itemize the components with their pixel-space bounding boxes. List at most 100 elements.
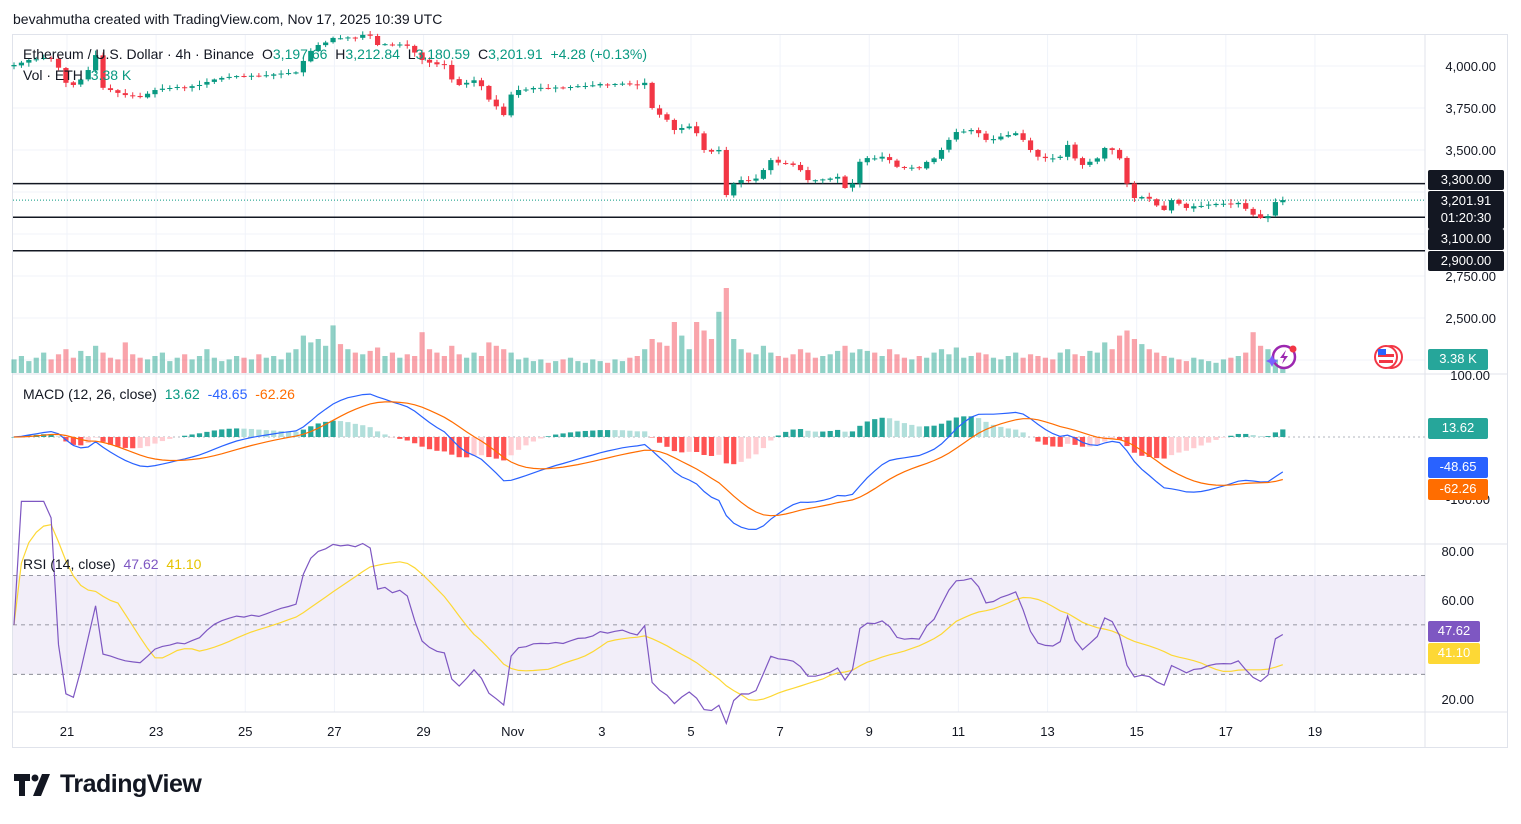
candle-body (41, 57, 47, 59)
candle-body (464, 82, 470, 85)
symbol-title[interactable]: Ethereum / U.S. Dollar · 4h · Binance (23, 46, 255, 62)
candle-body (167, 88, 173, 90)
volume-bar (1065, 349, 1071, 373)
volume-bar (70, 357, 76, 373)
macd-histogram-bar (130, 437, 136, 449)
candle-body (775, 159, 781, 163)
candle-body (389, 44, 396, 46)
candle-body (63, 68, 69, 83)
macd-histogram-bar (464, 437, 470, 458)
macd-histogram-bar (582, 430, 588, 437)
us-economic-events-icon[interactable] (1374, 345, 1403, 369)
high-value: 3,212.84 (345, 46, 400, 62)
macd-histogram-bar (434, 437, 440, 451)
volume-bar (219, 361, 225, 373)
volume-bar (100, 352, 106, 373)
candle-body (716, 150, 722, 152)
candle-body (352, 37, 358, 39)
candle-body (1257, 214, 1264, 219)
volume-bar (805, 352, 811, 373)
macd-title[interactable]: MACD (12, 26, close) (23, 386, 157, 402)
candle-body (864, 158, 870, 163)
volume-bar (464, 357, 470, 373)
macd-histogram-bar (107, 437, 114, 445)
volume-bar (360, 354, 366, 373)
macd-histogram-bar (48, 434, 54, 437)
candle-body (1154, 199, 1160, 206)
rsi-line (13, 500, 1284, 726)
macd-axis-label: 100.00 (1450, 368, 1490, 383)
volume-bar (1131, 339, 1138, 373)
volume-bar (812, 357, 818, 373)
macd-histogram-bar (575, 431, 581, 437)
volume-bar (11, 359, 17, 373)
volume-bar (107, 357, 114, 373)
macd-histogram-bar (226, 428, 232, 437)
volume-bar (738, 349, 744, 373)
volume-bar (1250, 332, 1256, 373)
candle-body (953, 132, 959, 140)
volume-bar (694, 322, 700, 373)
volume-bar (886, 349, 893, 373)
candle-body (1013, 133, 1019, 136)
macd-histogram-bar (560, 433, 566, 437)
macd-line-badge (1428, 457, 1488, 478)
candle-body (248, 75, 255, 77)
candle-body (330, 37, 336, 43)
macd-histogram-bar (656, 437, 663, 443)
macd-histogram-bar (419, 437, 425, 447)
macd-histogram-bar (1116, 437, 1123, 440)
candle-body (241, 75, 247, 77)
macd-histogram-bar (1265, 436, 1271, 437)
time-axis-label: 21 (60, 724, 74, 739)
volume-bar (308, 342, 314, 373)
volume-label[interactable]: Vol · ETH (23, 67, 83, 83)
candle-body (738, 180, 744, 184)
candle-body (924, 161, 930, 169)
volume-bar (745, 352, 752, 373)
price-axis-label: 2,500.00 (1445, 311, 1496, 326)
volume-bar (575, 361, 581, 373)
macd-histogram-bar (671, 437, 677, 452)
volume-bar (872, 352, 878, 373)
volume-bar (649, 339, 655, 373)
volume-bar (716, 311, 722, 373)
ai-lightning-icon[interactable] (1266, 344, 1297, 370)
macd-histogram-bar (590, 430, 596, 437)
macd-histogram-bar (1087, 437, 1093, 447)
rsi-value: 47.62 (123, 556, 159, 572)
candle-body (1176, 199, 1182, 204)
candle-body (1206, 204, 1212, 206)
volume-bar (389, 352, 396, 373)
candle-body (1109, 148, 1115, 150)
volume-bar (968, 356, 974, 373)
candle-body (478, 80, 485, 87)
rsi-title[interactable]: RSI (14, close) (23, 556, 116, 572)
macd-hist-badge-text: 13.62 (1442, 420, 1475, 435)
macd-histogram-bar (597, 430, 603, 437)
volume-bar (285, 352, 292, 373)
macd-histogram-bar (352, 423, 358, 437)
macd-line-badge-text: -48.65 (1440, 459, 1477, 474)
volume-bar (723, 288, 729, 373)
price-axis-label: 3,500.00 (1445, 143, 1496, 158)
macd-histogram-bar (968, 416, 974, 437)
macd-histogram-bar (745, 437, 752, 459)
candle-body (605, 84, 611, 86)
macd-histogram-bar (248, 428, 255, 437)
volume-bar (167, 361, 173, 373)
macd-histogram-bar (619, 430, 626, 437)
macd-histogram-bar (886, 418, 893, 437)
volume-bar (582, 362, 588, 373)
volume-bar (1161, 356, 1167, 373)
volume-bar (760, 345, 767, 373)
volume-bar (1168, 357, 1175, 373)
volume-bar (33, 357, 39, 373)
candle-body (998, 136, 1004, 140)
macd-histogram-bar (219, 429, 225, 437)
candle-body (1168, 200, 1175, 211)
tradingview-logo[interactable]: TradingView (14, 770, 202, 799)
candle-body (93, 55, 99, 71)
volume-bar (1124, 330, 1130, 373)
